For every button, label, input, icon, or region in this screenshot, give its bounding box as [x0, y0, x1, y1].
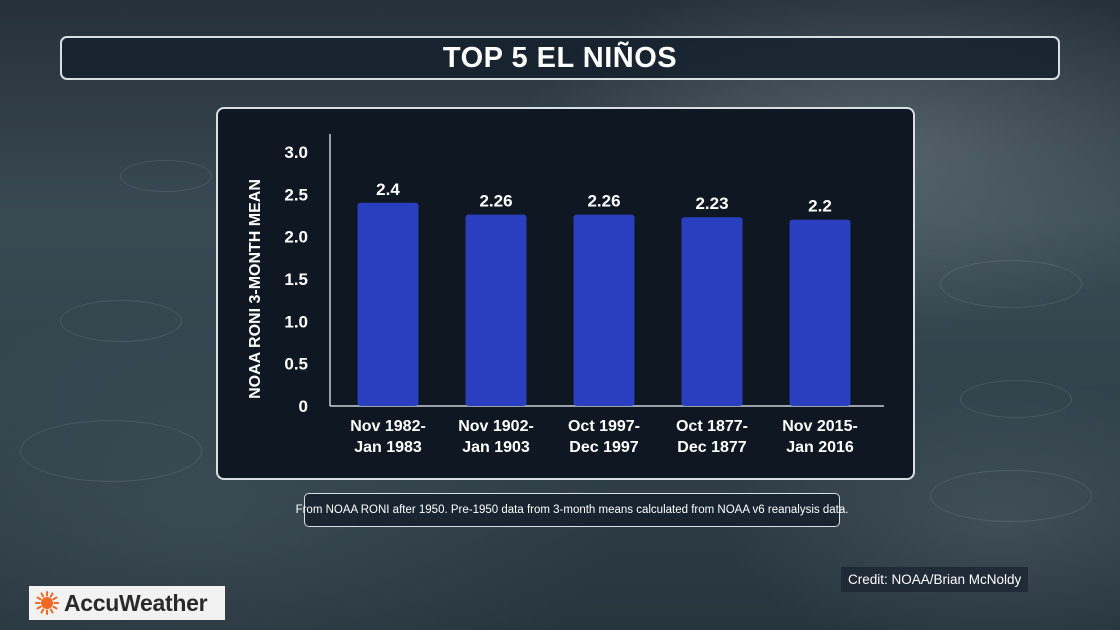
x-tick-label: Jan 1903 [462, 439, 530, 456]
bar [789, 219, 851, 406]
ripple-decoration [60, 300, 182, 342]
sun-icon [35, 591, 59, 615]
bar-chart: NOAA RONI 3-MONTH MEAN 3.0 2.5 2.0 1.5 1.0 0.5… [247, 134, 884, 456]
y-tick-label: 3.0 [284, 143, 308, 162]
bar [357, 202, 419, 406]
y-tick-label: 0 [299, 397, 308, 416]
x-tick-label: Oct 1997- [568, 418, 640, 435]
bar-value-label: 2.26 [587, 192, 620, 211]
x-tick-label: Dec 1997 [569, 439, 638, 456]
accuweather-logo: AccuWeather [29, 586, 225, 620]
y-tick-label: 2.0 [284, 228, 308, 247]
ripple-decoration [930, 470, 1092, 522]
x-tick-label: Jan 1983 [354, 439, 422, 456]
page-title: TOP 5 EL NIÑOS [442, 41, 678, 74]
bar-value-label: 2.2 [808, 197, 832, 216]
x-tick-label: Dec 1877 [677, 439, 746, 456]
footnote: From NOAA RONI after 1950. Pre-1950 data… [296, 493, 848, 527]
y-axis-title: NOAA RONI 3-MONTH MEAN [247, 179, 264, 399]
x-tick-label: Jan 2016 [786, 439, 854, 456]
y-tick-label: 1.0 [284, 312, 308, 331]
bar [573, 214, 635, 406]
bar-value-label: 2.26 [479, 192, 512, 211]
ripple-decoration [20, 420, 202, 482]
bar-value-label: 2.4 [376, 180, 400, 199]
x-tick-label: Nov 2015- [782, 418, 858, 435]
title-banner: TOP 5 EL NIÑOS [60, 36, 1060, 80]
ripple-decoration [960, 380, 1072, 418]
bar [465, 214, 527, 406]
y-tick-label: 0.5 [284, 355, 308, 374]
ripple-decoration [120, 160, 212, 192]
brand-name: AccuWeather [64, 589, 208, 616]
ripple-decoration [940, 260, 1082, 308]
x-tick-label: Nov 1982- [350, 418, 426, 435]
bar-value-label: 2.23 [695, 194, 728, 213]
x-tick-label: Oct 1877- [676, 418, 748, 435]
y-tick-label: 2.5 [284, 185, 308, 204]
bar [681, 217, 743, 406]
y-tick-label: 1.5 [284, 270, 308, 289]
x-tick-label: Nov 1902- [458, 418, 534, 435]
chart-panel: NOAA RONI 3-MONTH MEAN 3.0 2.5 2.0 1.5 1.0 0.5… [216, 107, 915, 480]
credit-label: Credit: NOAA/Brian McNoldy [841, 567, 1029, 592]
